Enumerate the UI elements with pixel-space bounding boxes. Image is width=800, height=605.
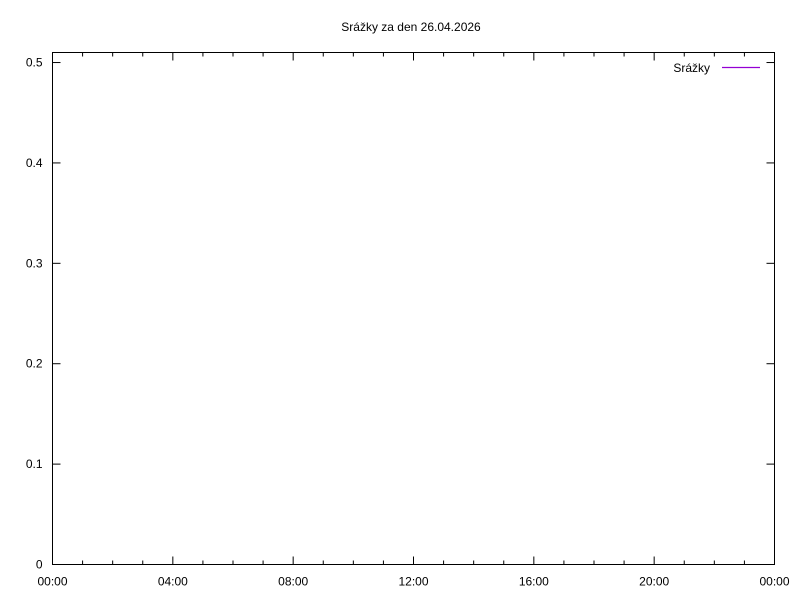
- x-tick-label: 12:00: [398, 575, 428, 589]
- legend: Srážky: [673, 61, 760, 75]
- x-tick-label: 08:00: [278, 575, 308, 589]
- x-tick-label: 00:00: [759, 575, 789, 589]
- y-tick-label: 0.1: [26, 457, 43, 471]
- x-tick-label: 16:00: [519, 575, 549, 589]
- y-tick-label: 0.4: [26, 156, 43, 170]
- chart-title: Srážky za den 26.04.2026: [341, 20, 481, 34]
- x-tick-label: 20:00: [639, 575, 669, 589]
- legend-label: Srážky: [673, 61, 710, 75]
- x-tick-label: 00:00: [37, 575, 67, 589]
- x-tick-label: 04:00: [158, 575, 188, 589]
- y-tick-label: 0.3: [26, 256, 43, 270]
- y-tick-label: 0: [36, 558, 43, 572]
- y-tick-label: 0.5: [26, 56, 43, 70]
- y-tick-label: 0.2: [26, 357, 43, 371]
- plot-border: [52, 52, 775, 565]
